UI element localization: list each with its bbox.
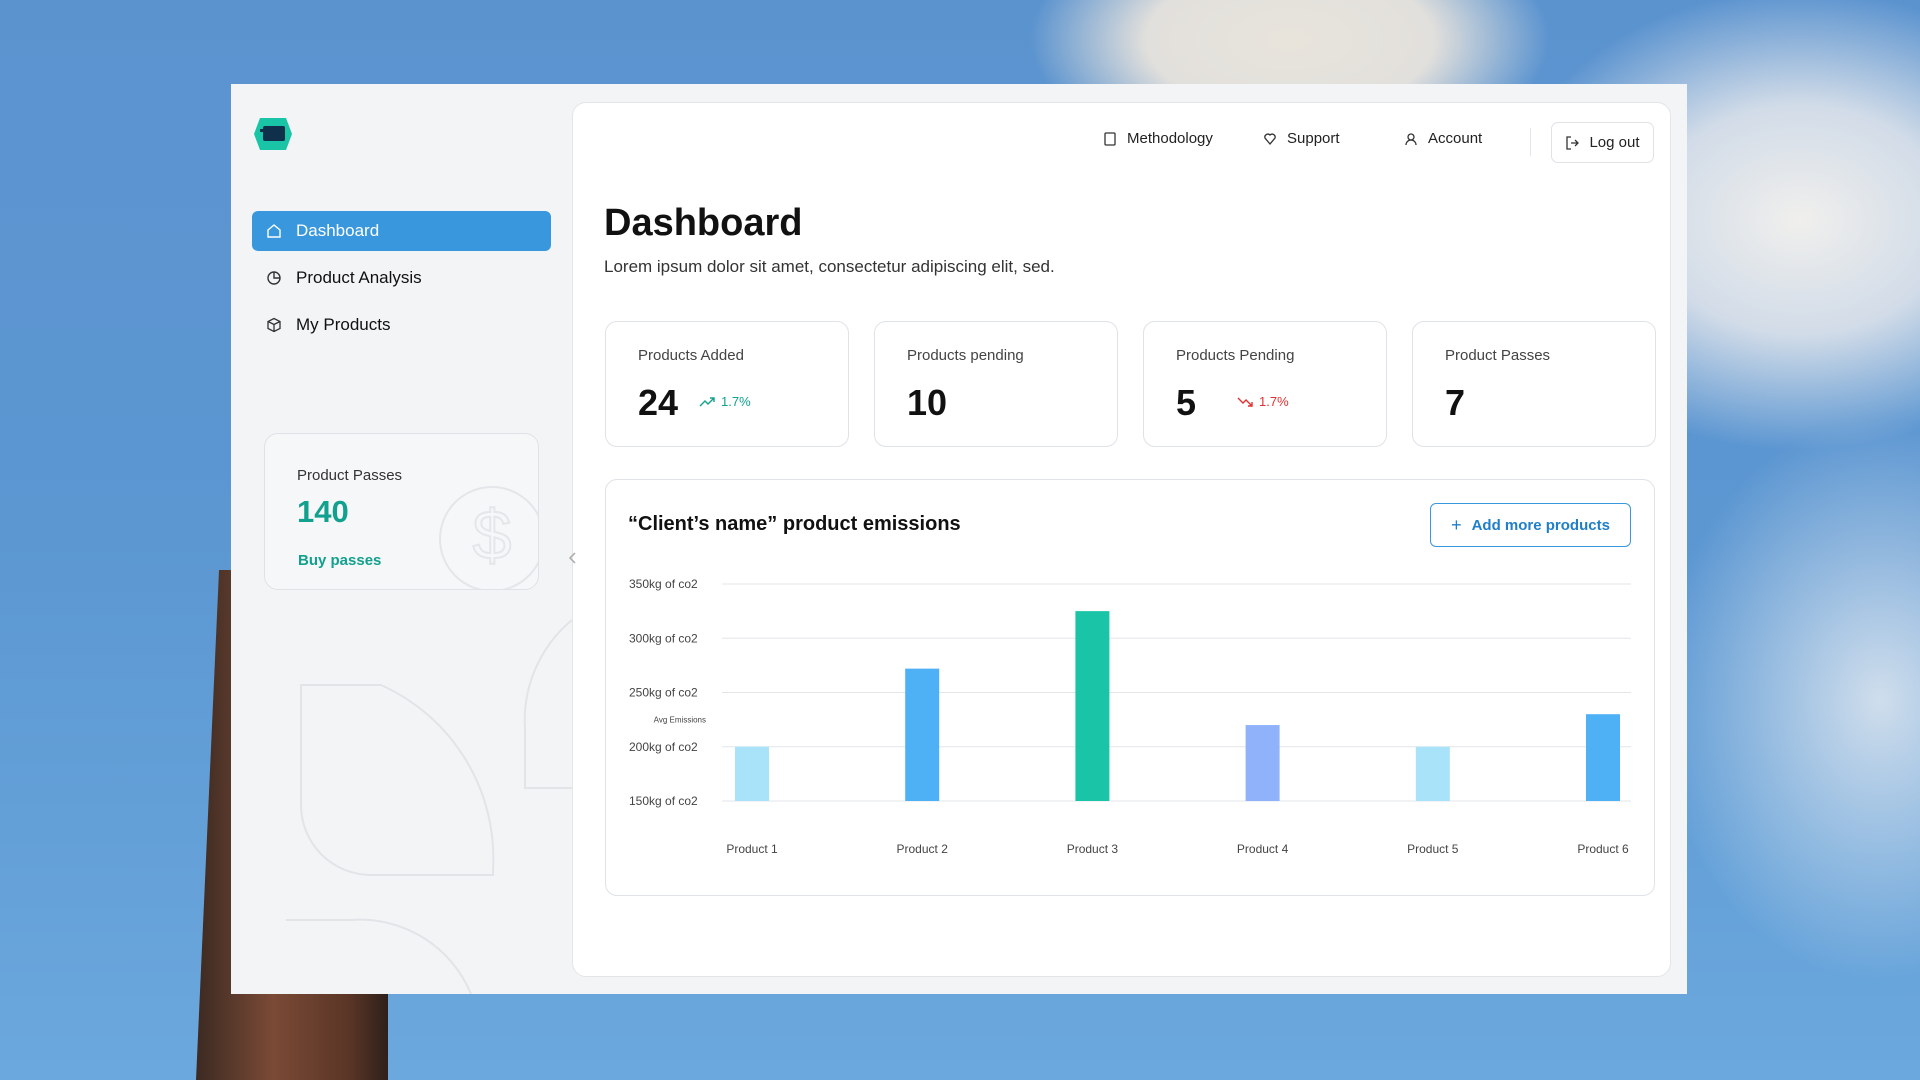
bar (1586, 714, 1620, 801)
page-subtitle: Lorem ipsum dolor sit amet, consectetur … (604, 257, 1055, 276)
bar (735, 746, 769, 801)
x-tick-label: Product 5 (1407, 842, 1459, 856)
top-nav-label: Log out (1589, 134, 1640, 151)
y-tick-label: 200kg of co2 (629, 740, 698, 754)
main-card (572, 102, 1671, 977)
collapse-toggle[interactable] (563, 548, 583, 568)
top-nav-label: Account (1428, 130, 1483, 147)
y-tick-label: 350kg of co2 (629, 577, 698, 591)
svg-text:$: $ (473, 496, 512, 574)
x-tick-label: Product 2 (897, 842, 949, 856)
x-tick-label: Product 4 (1237, 842, 1289, 856)
top-nav-label: Methodology (1127, 130, 1213, 147)
trend-arrow (699, 396, 715, 406)
chart-card (605, 479, 1655, 896)
stat-change: 1.7% (699, 394, 751, 409)
passes-label: Product Passes (297, 467, 403, 484)
x-tick-label: Product 3 (1067, 842, 1119, 856)
add-products-button[interactable]: + Add more products (1430, 503, 1631, 547)
dollar-icon: $ (439, 486, 538, 589)
bar (1075, 611, 1110, 801)
nav-label: Dashboard (296, 221, 380, 240)
nav-support[interactable]: Support (1263, 130, 1340, 147)
bar (1415, 746, 1450, 801)
nav-account[interactable]: Account (1404, 130, 1482, 147)
trend-icon (1237, 397, 1253, 407)
nav-dashboard[interactable]: Dashboard (252, 211, 551, 251)
stat-label: Products Pending (1176, 347, 1295, 364)
y-tick-label: 300kg of co2 (629, 631, 698, 645)
stat-label: Product Passes (1445, 347, 1551, 364)
nav-label: Product Analysis (296, 268, 422, 287)
decoration (286, 619, 573, 994)
nav-label: My Products (296, 315, 391, 334)
passes-value: 140 (297, 494, 349, 529)
x-tick-label: Product 6 (1577, 842, 1629, 856)
buy-passes-link[interactable]: Buy passes (298, 552, 382, 569)
chart: 150kg of co2 200kg of co2 250kg of co2 300k… (629, 577, 1631, 856)
annotation: Avg Emissions (654, 716, 706, 725)
page-title: Dashboard (604, 202, 803, 244)
stat-change-text: 1.7% (721, 394, 751, 409)
stat-change: 1.7% (1237, 394, 1289, 409)
passes-card: $ Product Passes 140 Buy passes (264, 433, 539, 590)
stat-value: 24 (638, 382, 679, 423)
stat-value: 10 (907, 382, 948, 423)
trend-icon (699, 396, 715, 406)
stat-card: Product Passes 7 (1412, 321, 1656, 447)
trend-arrow (1237, 397, 1253, 407)
stat-label: Products Added (638, 347, 744, 364)
stat-change-text: 1.7% (1259, 394, 1289, 409)
y-tick-label: 250kg of co2 (629, 686, 698, 700)
stat-card: Products Added 24 1.7% (605, 321, 849, 447)
stat-value: 5 (1176, 382, 1197, 423)
logo[interactable] (252, 116, 294, 152)
stat-card: Products Pending 5 1.7% (1143, 321, 1387, 447)
stat-label: Products pending (907, 347, 1024, 364)
nav-product-analysis[interactable]: Product Analysis (252, 258, 551, 298)
top-nav-label: Support (1287, 130, 1340, 147)
x-tick-label: Product 1 (726, 842, 778, 856)
bar (905, 668, 940, 801)
stat-card: Products pending 10 (874, 321, 1118, 447)
nav-my-products[interactable]: My Products (252, 305, 551, 345)
chart-title: “Client’s name” product emissions (628, 513, 961, 535)
divider (1530, 128, 1531, 156)
nav-methodology[interactable]: Methodology (1103, 130, 1213, 147)
button-label: Add more products (1471, 516, 1610, 534)
logout-button[interactable]: Log out (1551, 122, 1654, 163)
y-tick-label: 150kg of co2 (629, 794, 698, 808)
bar (1245, 725, 1280, 801)
stat-value: 7 (1445, 382, 1466, 423)
